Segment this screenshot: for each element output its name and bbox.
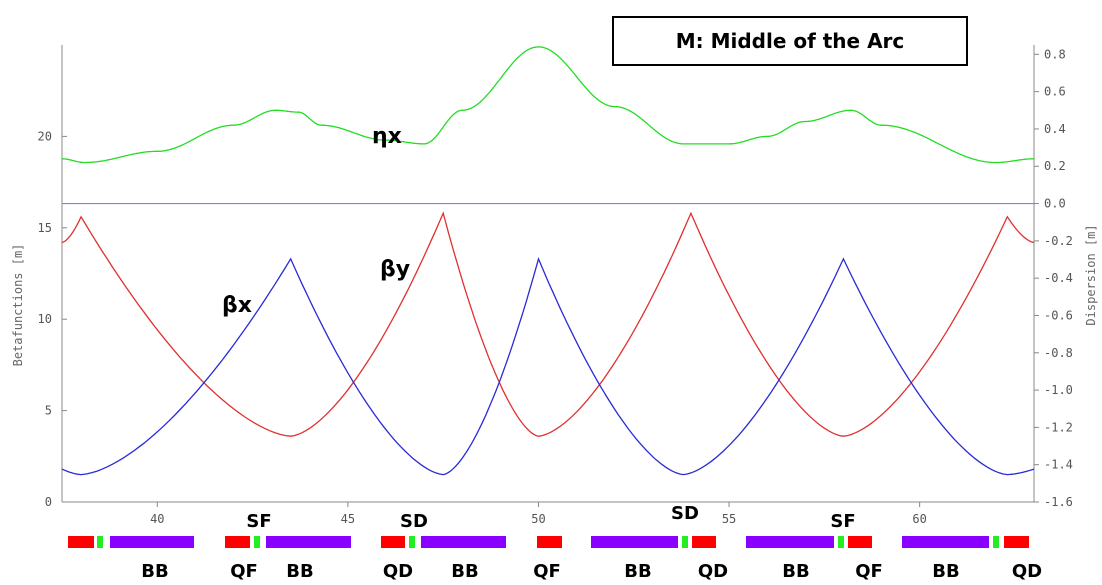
eta-x-line — [62, 46, 1034, 164]
beta-y-line — [62, 211, 1034, 437]
lattice-label-below: QD — [1012, 561, 1042, 582]
lattice-label-above: SF — [830, 511, 855, 532]
y2-tick-label: 0.4 — [1044, 122, 1066, 136]
axes — [61, 45, 1039, 507]
dipole-block — [110, 536, 194, 548]
series-group — [61, 46, 1035, 476]
annotation-box: M: Middle of the Arc — [612, 16, 968, 66]
lattice-label-below: BB — [141, 561, 168, 582]
x-tick-label: 45 — [341, 512, 355, 526]
y2-tick-label: -1.0 — [1044, 383, 1073, 397]
lattice-label-above: SF — [246, 511, 271, 532]
sextupole-block — [254, 536, 260, 548]
y2-tick-label: 0.0 — [1044, 197, 1066, 211]
sextupole-block — [993, 536, 999, 548]
y-tick-label: 0 — [45, 495, 52, 509]
x-tick-label: 60 — [912, 512, 926, 526]
lattice-label-below: QF — [230, 561, 258, 582]
y2-tick-label: 0.2 — [1044, 159, 1066, 173]
dipole-block — [902, 536, 989, 548]
y-tick-label: 15 — [38, 221, 52, 235]
y-tick-label: 20 — [38, 129, 52, 143]
y2-axis-label: Dispersion [m] — [1084, 224, 1098, 325]
lattice-label-above: SD — [671, 503, 699, 524]
x-tick-label: 40 — [150, 512, 164, 526]
y2-tick-label: 0.8 — [1044, 47, 1066, 61]
y2-tick-label: 0.6 — [1044, 85, 1066, 99]
dipole-block — [421, 536, 506, 548]
lattice-label-below: BB — [286, 561, 313, 582]
dipole-block — [591, 536, 678, 548]
quadrupole-block — [381, 536, 405, 548]
quadrupole-block — [68, 536, 94, 548]
lattice-label-below: QD — [698, 561, 728, 582]
y2-tick-label: -1.6 — [1044, 495, 1073, 509]
y-tick-label: 10 — [38, 312, 52, 326]
lattice-bar: BB QF BB QD BB QF BB QD BB QF BB QD SF SD SD SF — [68, 503, 1042, 582]
lattice-label-above: SD — [400, 511, 428, 532]
y2-tick-label: -0.2 — [1044, 234, 1073, 248]
sextupole-block — [838, 536, 844, 548]
beta-x-line — [61, 256, 1035, 476]
dipole-block — [746, 536, 834, 548]
dipole-block — [266, 536, 351, 548]
y2-tick-label: -0.4 — [1044, 271, 1073, 285]
lattice-label-below: BB — [624, 561, 651, 582]
sextupole-block — [409, 536, 415, 548]
quadrupole-block — [1004, 536, 1029, 548]
lattice-label-below: QF — [855, 561, 883, 582]
sextupole-block — [97, 536, 103, 548]
lattice-label-below: BB — [451, 561, 478, 582]
y2-tick-label: -0.6 — [1044, 308, 1073, 322]
y-axis-label: Betafunctions [m] — [11, 244, 25, 367]
quadrupole-block — [848, 536, 872, 548]
y-tick-label: 5 — [45, 404, 52, 418]
tick-labels: 0 5 10 15 20 0.8 0.6 0.4 0.2 0.0 -0.2 -0.4 -0.6 -0.8 -… — [38, 47, 1073, 526]
y2-tick-label: -1.2 — [1044, 420, 1073, 434]
lattice-label-below: QD — [383, 561, 413, 582]
beta-y-label: βy — [380, 257, 410, 282]
quadrupole-block — [692, 536, 716, 548]
x-tick-label: 50 — [531, 512, 545, 526]
lattice-label-below: QF — [533, 561, 561, 582]
y2-tick-label: -1.4 — [1044, 458, 1073, 472]
sextupole-block — [682, 536, 688, 548]
lattice-label-below: BB — [782, 561, 809, 582]
y2-tick-label: -0.8 — [1044, 346, 1073, 360]
x-tick-label: 55 — [722, 512, 736, 526]
quadrupole-block — [225, 536, 250, 548]
eta-x-label: ηx — [372, 124, 402, 149]
beta-x-label: βx — [222, 293, 252, 318]
lattice-label-below: BB — [932, 561, 959, 582]
quadrupole-block — [537, 536, 562, 548]
